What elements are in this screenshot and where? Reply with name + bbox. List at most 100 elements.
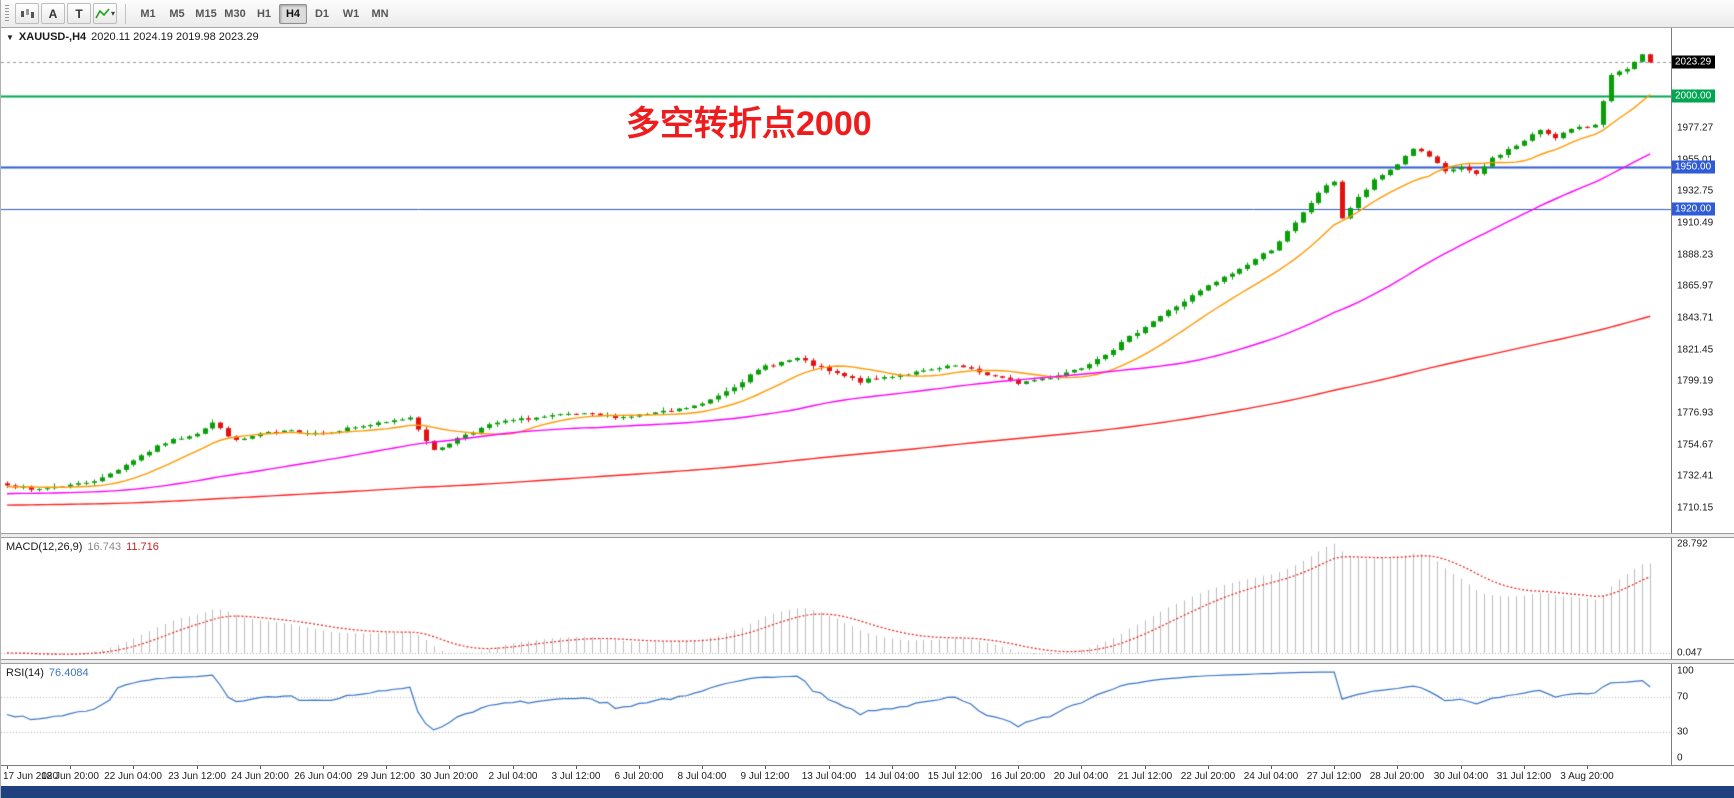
time-axis-label: 29 Jun 12:00 (357, 771, 415, 782)
time-axis[interactable]: 17 Jun 2020 18 Jun 20:00 22 Jun 04:00 23 Ju… (1, 765, 1734, 786)
time-axis-label: 28 Jul 20:00 (1369, 771, 1425, 782)
toolbar-grip[interactable] (5, 4, 9, 23)
time-tick-mark (7, 766, 8, 769)
time-tick-mark (576, 766, 577, 769)
price-level-label-1920.00[interactable]: 1920.00 (1672, 202, 1716, 216)
price-level-label-1950.00[interactable]: 1950.00 (1672, 160, 1716, 174)
time-tick-mark (133, 766, 134, 769)
price-tick: 1865.97 (1677, 280, 1714, 292)
time-tick-mark (1018, 766, 1019, 769)
timeframe-button-M30[interactable]: M30 (224, 7, 246, 20)
toolbar: A T ▾ M1 M5 M15 M30 H1 H4 D1 W1 MN (1, 0, 1734, 28)
timeframe-button-M15[interactable]: M15 (195, 7, 217, 20)
macd-title: MACD(12,26,9) 16.743 11.716 (6, 541, 159, 553)
time-axis-label: 23 Jun 12:00 (168, 771, 226, 782)
macd-label: MACD(12,26,9) (6, 541, 83, 553)
price-tick: 1821.45 (1677, 344, 1714, 356)
chart-title: ▼ XAUUSD-,H4 2020.11 2024.19 2019.98 202… (6, 31, 259, 43)
macd-tick: 28.792 (1677, 538, 1708, 550)
time-tick-mark (449, 766, 450, 769)
macd-tick: 0.047 (1677, 647, 1703, 659)
rsi-tick: 70 (1677, 691, 1689, 703)
time-tick-mark (197, 766, 198, 769)
rsi-tick: 100 (1677, 665, 1694, 677)
rsi-tick: 30 (1677, 726, 1689, 738)
rsi-scale[interactable]: 100 70 30 0 (1671, 664, 1734, 765)
time-axis-label: 9 Jul 12:00 (740, 771, 790, 782)
price-tick: 1754.67 (1677, 439, 1714, 451)
chart-annotation-text[interactable]: 多空转折点2000 (626, 105, 872, 143)
timeframe-toolbar: M1 M5 M15 M30 H1 H4 D1 W1 MN (134, 3, 394, 24)
time-tick-mark (1271, 766, 1272, 769)
draw-tool-button[interactable]: ▾ (93, 3, 117, 24)
time-axis-label: 18 Jun 20:00 (41, 771, 99, 782)
time-tick-mark (1334, 766, 1335, 769)
time-axis-label: 14 Jul 04:00 (864, 771, 920, 782)
text-tool-a-button[interactable]: A (41, 3, 65, 24)
time-axis-label: 3 Aug 20:00 (1560, 771, 1614, 782)
timeframe-button-M5[interactable]: M5 (169, 7, 185, 20)
timeframe-button-M1[interactable]: M1 (140, 7, 156, 20)
pane-separator-rsi[interactable] (1, 659, 1734, 664)
time-tick-mark (955, 766, 956, 769)
price-scale[interactable]: 1977.27 1955.01 1932.75 1910.49 1888.23 1865.… (1671, 28, 1734, 533)
pane-separator-macd[interactable] (1, 533, 1734, 538)
price-tick: 1799.19 (1677, 375, 1714, 387)
toolbar-separator (125, 3, 126, 24)
current-price-label: 2023.29 (1672, 55, 1716, 69)
time-axis-label: 21 Jul 12:00 (1117, 771, 1173, 782)
time-axis-label: 13 Jul 04:00 (801, 771, 857, 782)
time-tick-mark (1081, 766, 1082, 769)
symbol-dropdown-icon[interactable]: ▼ (6, 32, 14, 42)
price-tick: 1732.41 (1677, 470, 1714, 482)
price-tick: 1710.15 (1677, 502, 1714, 514)
main-chart-canvas[interactable] (1, 28, 1671, 533)
timeframe-button-H4[interactable]: H4 (279, 3, 307, 24)
zigzag-icon (95, 8, 110, 19)
time-axis-label: 2 Jul 04:00 (488, 771, 538, 782)
time-tick-mark (1397, 766, 1398, 769)
time-axis-label: 26 Jun 04:00 (294, 771, 352, 782)
macd-canvas[interactable] (1, 538, 1671, 659)
time-tick-mark (639, 766, 640, 769)
timeframe-button-MN[interactable]: MN (371, 7, 389, 20)
price-level-label-2000.00[interactable]: 2000.00 (1672, 89, 1716, 103)
time-axis-label: 27 Jul 12:00 (1306, 771, 1362, 782)
time-axis-label: 8 Jul 04:00 (677, 771, 727, 782)
time-tick-mark (765, 766, 766, 769)
time-tick-mark (513, 766, 514, 769)
macd-signal-value: 11.716 (126, 541, 159, 553)
time-tick-mark (1208, 766, 1209, 769)
timeframe-button-H1[interactable]: H1 (256, 7, 272, 20)
rsi-title: RSI(14) 76.4084 (6, 667, 89, 679)
time-axis-label: 6 Jul 20:00 (614, 771, 664, 782)
rsi-tick: 0 (1677, 752, 1683, 764)
time-axis-label: 24 Jul 04:00 (1243, 771, 1299, 782)
candlestick-chart-icon (20, 9, 34, 18)
time-axis-label: 30 Jul 04:00 (1433, 771, 1489, 782)
macd-pane: MACD(12,26,9) 16.743 11.716 28.792 0.047 (1, 538, 1734, 659)
macd-main-value: 16.743 (87, 541, 122, 553)
rsi-canvas[interactable] (1, 664, 1671, 765)
text-tool-t-button[interactable]: T (67, 3, 91, 24)
ohlc-values: 2020.11 2024.19 2019.98 2023.29 (91, 31, 259, 43)
timeframe-button-W1[interactable]: W1 (342, 7, 360, 20)
time-axis-label: 16 Jul 20:00 (990, 771, 1046, 782)
time-tick-mark (829, 766, 830, 769)
timeframe-button-D1[interactable]: D1 (314, 7, 330, 20)
time-tick-mark (1587, 766, 1588, 769)
macd-scale[interactable]: 28.792 0.047 (1671, 538, 1734, 659)
time-axis-label: 20 Jul 04:00 (1053, 771, 1109, 782)
time-tick-mark (386, 766, 387, 769)
price-tick: 1910.49 (1677, 217, 1714, 229)
time-tick-mark (70, 766, 71, 769)
rsi-pane: RSI(14) 76.4084 100 70 30 0 (1, 664, 1734, 765)
time-axis-label: 24 Jun 20:00 (231, 771, 289, 782)
time-tick-mark (702, 766, 703, 769)
chart-type-icon[interactable] (15, 3, 39, 24)
symbol-timeframe-label: XAUUSD-,H4 (18, 31, 87, 43)
time-tick-mark (892, 766, 893, 769)
price-tick: 1888.23 (1677, 249, 1714, 261)
price-tick: 1932.75 (1677, 185, 1714, 197)
